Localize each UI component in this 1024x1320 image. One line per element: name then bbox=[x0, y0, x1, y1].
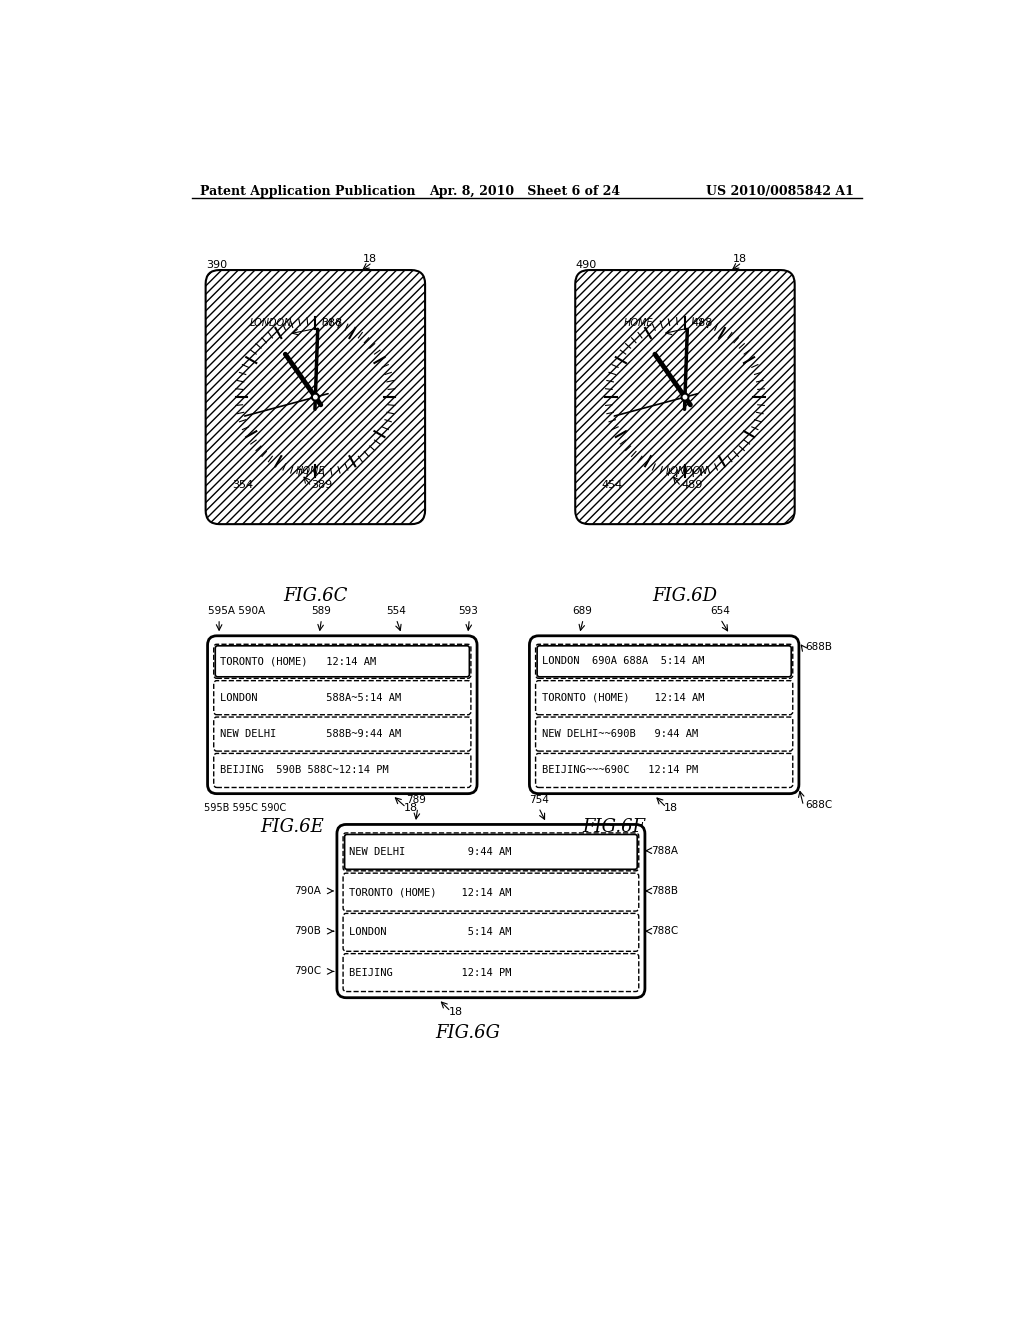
Text: 654: 654 bbox=[711, 606, 730, 616]
Circle shape bbox=[683, 396, 687, 399]
Text: 593: 593 bbox=[458, 606, 477, 616]
Text: TORONTO (HOME)    12:14 AM: TORONTO (HOME) 12:14 AM bbox=[542, 693, 705, 702]
Text: 388: 388 bbox=[322, 318, 343, 329]
Text: LONDON  690A 688A  5:14 AM: LONDON 690A 688A 5:14 AM bbox=[542, 656, 705, 667]
Text: TORONTO (HOME)   12:14 AM: TORONTO (HOME) 12:14 AM bbox=[220, 656, 376, 667]
FancyBboxPatch shape bbox=[575, 271, 795, 524]
Text: 490: 490 bbox=[575, 260, 597, 269]
Text: BEIJING  590B 588C~12:14 PM: BEIJING 590B 588C~12:14 PM bbox=[220, 766, 389, 775]
Text: 754: 754 bbox=[529, 795, 549, 805]
FancyBboxPatch shape bbox=[214, 644, 471, 678]
FancyBboxPatch shape bbox=[343, 833, 639, 871]
Text: TORONTO (HOME)    12:14 AM: TORONTO (HOME) 12:14 AM bbox=[349, 887, 512, 898]
Text: FIG.6G: FIG.6G bbox=[435, 1024, 501, 1041]
Text: LONDON: LONDON bbox=[250, 318, 292, 329]
Text: 595A 590A: 595A 590A bbox=[208, 606, 264, 616]
Text: 789: 789 bbox=[407, 795, 426, 805]
FancyBboxPatch shape bbox=[345, 834, 637, 870]
Text: NEW DELHI        588B~9:44 AM: NEW DELHI 588B~9:44 AM bbox=[220, 729, 401, 739]
FancyBboxPatch shape bbox=[343, 873, 639, 911]
Text: 689: 689 bbox=[571, 606, 592, 616]
Text: 788B: 788B bbox=[651, 886, 678, 896]
Text: 554: 554 bbox=[386, 606, 407, 616]
Circle shape bbox=[311, 393, 319, 401]
Text: US 2010/0085842 A1: US 2010/0085842 A1 bbox=[707, 185, 854, 198]
FancyBboxPatch shape bbox=[529, 636, 799, 793]
FancyBboxPatch shape bbox=[206, 271, 425, 524]
Text: 790C: 790C bbox=[295, 966, 322, 977]
Circle shape bbox=[681, 393, 689, 401]
FancyBboxPatch shape bbox=[208, 636, 477, 793]
Text: 788A: 788A bbox=[651, 846, 678, 855]
FancyBboxPatch shape bbox=[214, 754, 471, 788]
Text: 790B: 790B bbox=[295, 927, 322, 936]
Text: 18: 18 bbox=[364, 253, 377, 264]
Text: 454: 454 bbox=[602, 480, 623, 490]
Text: BEIJING           12:14 PM: BEIJING 12:14 PM bbox=[349, 968, 512, 978]
FancyBboxPatch shape bbox=[536, 754, 793, 788]
Text: 595B 595C 590C: 595B 595C 590C bbox=[204, 803, 286, 813]
Text: 688B: 688B bbox=[805, 642, 833, 652]
Text: 688C: 688C bbox=[805, 800, 833, 809]
Text: NEW DELHI~~690B   9:44 AM: NEW DELHI~~690B 9:44 AM bbox=[542, 729, 698, 739]
Text: 788C: 788C bbox=[651, 927, 678, 936]
Text: HOME: HOME bbox=[624, 318, 653, 329]
FancyBboxPatch shape bbox=[337, 825, 645, 998]
Text: 18: 18 bbox=[665, 803, 678, 813]
Text: FIG.6E: FIG.6E bbox=[260, 818, 325, 836]
Text: 589: 589 bbox=[311, 606, 332, 616]
FancyBboxPatch shape bbox=[343, 913, 639, 952]
Text: FIG.6C: FIG.6C bbox=[284, 587, 347, 605]
FancyBboxPatch shape bbox=[215, 645, 469, 677]
Text: 18: 18 bbox=[449, 1007, 463, 1016]
FancyBboxPatch shape bbox=[536, 644, 793, 678]
Text: 390: 390 bbox=[206, 260, 227, 269]
Text: LONDON             5:14 AM: LONDON 5:14 AM bbox=[349, 928, 512, 937]
FancyBboxPatch shape bbox=[343, 953, 639, 991]
Text: LONDON           588A~5:14 AM: LONDON 588A~5:14 AM bbox=[220, 693, 401, 702]
Text: 790A: 790A bbox=[295, 886, 322, 896]
FancyBboxPatch shape bbox=[214, 717, 471, 751]
Text: Apr. 8, 2010   Sheet 6 of 24: Apr. 8, 2010 Sheet 6 of 24 bbox=[429, 185, 621, 198]
Text: 489: 489 bbox=[681, 480, 702, 490]
Text: HOME: HOME bbox=[296, 466, 326, 477]
Text: LONDON: LONDON bbox=[666, 466, 708, 477]
Text: FIG.6F: FIG.6F bbox=[583, 818, 646, 836]
Text: 488: 488 bbox=[691, 318, 713, 329]
Text: 354: 354 bbox=[232, 480, 253, 490]
Text: BEIJING~~~690C   12:14 PM: BEIJING~~~690C 12:14 PM bbox=[542, 766, 698, 775]
Text: FIG.6D: FIG.6D bbox=[652, 587, 718, 605]
FancyBboxPatch shape bbox=[536, 717, 793, 751]
FancyBboxPatch shape bbox=[536, 681, 793, 714]
Circle shape bbox=[313, 396, 317, 399]
Text: NEW DELHI          9:44 AM: NEW DELHI 9:44 AM bbox=[349, 847, 512, 857]
Text: 18: 18 bbox=[403, 803, 418, 813]
Text: 389: 389 bbox=[311, 480, 333, 490]
FancyBboxPatch shape bbox=[214, 681, 471, 714]
Text: Patent Application Publication: Patent Application Publication bbox=[200, 185, 416, 198]
FancyBboxPatch shape bbox=[538, 645, 792, 677]
Text: 18: 18 bbox=[733, 253, 746, 264]
